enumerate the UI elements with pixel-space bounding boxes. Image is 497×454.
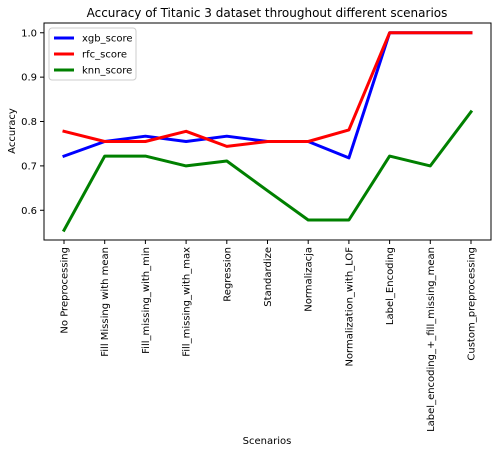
series-line-rfc_score <box>62 31 473 148</box>
x-tick-label: No Preprocessing <box>60 247 71 334</box>
x-tick-label: Custom_preprocessing <box>467 247 478 361</box>
legend: xgb_score rfc_score knn_score <box>48 27 137 81</box>
y-tick-label: 0.9 <box>21 73 37 84</box>
legend-label-xgb_score: xgb_score <box>82 34 132 45</box>
series-lines <box>61 31 474 233</box>
x-axis-label: Scenarios <box>243 436 292 447</box>
y-tick-label: 0.8 <box>21 117 37 128</box>
y-axis-label: Accuracy <box>7 108 18 154</box>
legend-label-rfc_score: rfc_score <box>82 50 127 61</box>
x-tick-label: Regression <box>222 247 233 302</box>
x-tick-label: Fill_missing_with_max <box>182 247 193 357</box>
x-tick-label: Label_Encoding <box>385 247 396 325</box>
x-tick-label: Fill_missing_with_min <box>141 247 152 354</box>
x-axis: No Preprocessing Fill Missing with mean Fi… <box>60 240 478 432</box>
y-tick-label: 1.0 <box>21 28 37 39</box>
x-tick-label: Standardize <box>263 247 274 307</box>
chart-title: Accuracy of Titanic 3 dataset throughout… <box>87 6 448 20</box>
y-tick-label: 0.7 <box>21 161 37 172</box>
x-tick-label: Label_encoding_+_fill_missing_mean <box>426 247 437 432</box>
x-tick-label: Normalization_with_LOF <box>344 247 355 367</box>
y-tick-label: 0.6 <box>21 206 37 217</box>
x-tick-label: Normalizacja <box>304 247 315 312</box>
series-line-knn_score <box>61 109 474 233</box>
legend-box <box>48 27 137 81</box>
x-tick-label: Fill Missing with mean <box>100 247 111 357</box>
legend-label-knn_score: knn_score <box>82 66 132 77</box>
y-axis: 0.6 0.7 0.8 0.9 1.0 <box>21 28 44 217</box>
